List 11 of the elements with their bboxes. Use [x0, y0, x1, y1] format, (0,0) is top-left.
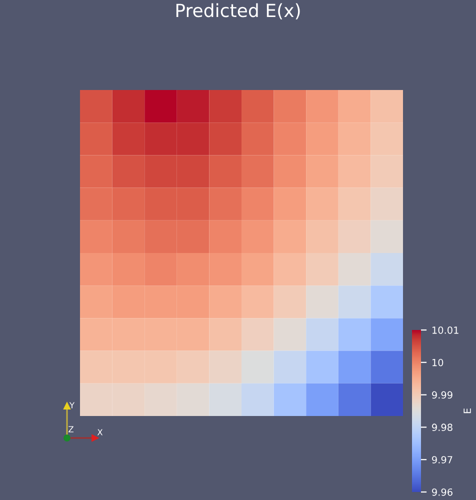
text: Y: [69, 402, 75, 408]
color-bar-label: 9.99: [432, 391, 452, 399]
color-bar-label: 9.98: [432, 424, 452, 432]
color-bar-title: E: [464, 408, 471, 414]
color-bar-label: 9.96: [432, 488, 452, 496]
chart-title: Predicted E(x): [176, 3, 300, 20]
text: X: [97, 429, 103, 436]
color-bar-label: 9.97: [432, 456, 452, 464]
color-bar-label: 10: [432, 358, 444, 366]
color-bar-label: 10.01: [432, 326, 458, 334]
text: Z: [68, 426, 74, 432]
